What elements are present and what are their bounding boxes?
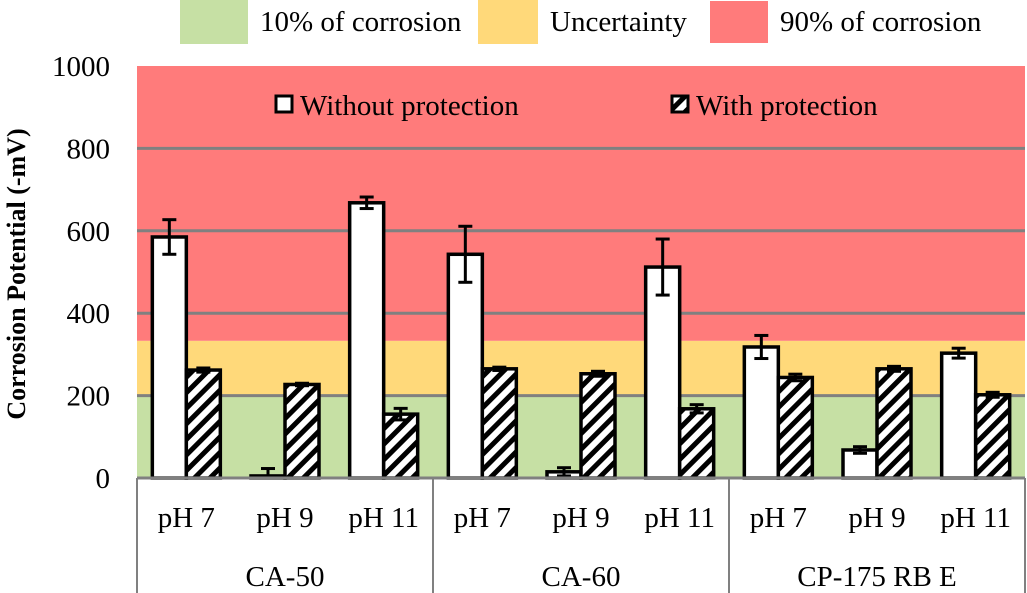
x-tick-label: pH 7 (750, 502, 807, 534)
x-tick-label: pH 9 (552, 502, 609, 534)
bar-without-protection (446, 252, 485, 480)
bar-with-protection (973, 393, 1012, 480)
y-tick-label: 600 (67, 216, 111, 248)
group-label: CA-50 (246, 561, 325, 593)
y-tick-label: 0 (96, 463, 111, 495)
band-swatch-low (180, 0, 248, 44)
band-swatch-high (710, 1, 768, 43)
group-label: CP-175 RB E (797, 561, 957, 593)
x-tick-label: pH 9 (256, 502, 313, 534)
bar-with-protection (480, 367, 519, 480)
y-tick-label: 200 (67, 381, 111, 413)
bar-without-protection (150, 235, 189, 480)
x-tick-label: pH 7 (158, 502, 215, 534)
legend-swatch-without-protection (274, 94, 294, 114)
bar-with-protection (579, 372, 617, 480)
bar-with-protection (776, 375, 815, 480)
legend-label-without-protection: Without protection (300, 90, 519, 122)
band-legend-item-high: 90% of corrosion (710, 0, 981, 44)
x-tick-label: pH 11 (348, 502, 419, 534)
band-legend: 10% of corrosion Uncertainty 90% of corr… (0, 0, 1027, 46)
band-2 (137, 66, 1025, 341)
bar-with-protection (381, 412, 420, 480)
y-tick-label: 400 (67, 298, 111, 330)
band-label-low: 10% of corrosion (260, 5, 462, 38)
legend-swatch-with-protection (670, 94, 690, 114)
y-tick-label: 1000 (52, 51, 110, 83)
bar-without-protection (742, 345, 781, 480)
bar-without-protection (347, 201, 386, 480)
bar-without-protection (643, 265, 682, 480)
legend-label-with-protection: With protection (696, 90, 878, 122)
band-legend-item-low: 10% of corrosion (180, 0, 461, 44)
bar-with-protection (184, 368, 223, 480)
x-tick-label: pH 11 (644, 502, 715, 534)
bar-with-protection (677, 407, 716, 480)
bar-with-protection (283, 382, 321, 480)
bar-with-protection (875, 367, 913, 480)
band-label-uncertain: Uncertainty (550, 5, 687, 38)
y-tick-label: 800 (67, 133, 111, 165)
group-label: CA-60 (542, 561, 621, 593)
band-label-high: 90% of corrosion (780, 5, 982, 38)
x-tick-label: pH 7 (454, 502, 511, 534)
band-swatch-uncertain (478, 0, 538, 44)
band-legend-item-uncertain: Uncertainty (478, 0, 687, 44)
x-tick-label: pH 11 (940, 502, 1011, 534)
bar-without-protection (939, 351, 978, 480)
x-tick-label: pH 9 (848, 502, 905, 534)
